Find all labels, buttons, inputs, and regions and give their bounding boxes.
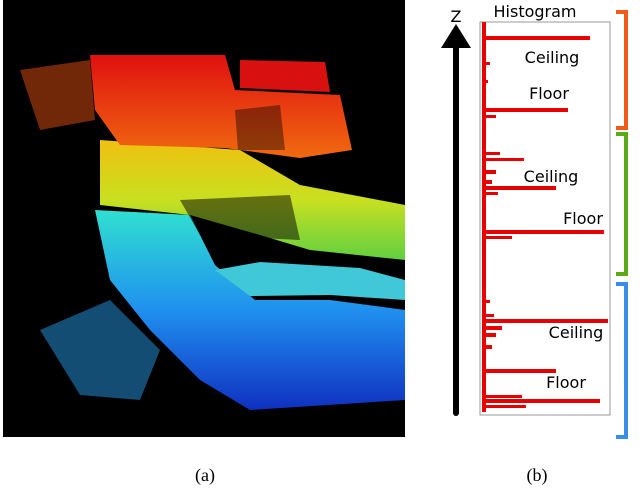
axis-label: Z	[451, 7, 462, 26]
bracket	[616, 10, 628, 130]
annotation: Floor	[546, 373, 586, 392]
point-cloud	[3, 0, 405, 437]
annotation: Ceiling	[524, 167, 579, 186]
caption: (a)	[195, 465, 215, 486]
bracket	[616, 282, 628, 439]
annotation: Floor	[563, 209, 603, 228]
histogram-title: Histogram	[494, 2, 577, 21]
annotation: Ceiling	[549, 323, 604, 342]
annotation: Floor	[529, 84, 569, 103]
annotation: Ceiling	[525, 48, 580, 67]
histogram-frame	[479, 21, 611, 416]
caption: (b)	[527, 465, 548, 486]
arrow-head	[441, 24, 471, 48]
histogram-bars	[482, 22, 608, 412]
bracket	[616, 132, 628, 276]
histogram-diagram	[441, 10, 628, 439]
